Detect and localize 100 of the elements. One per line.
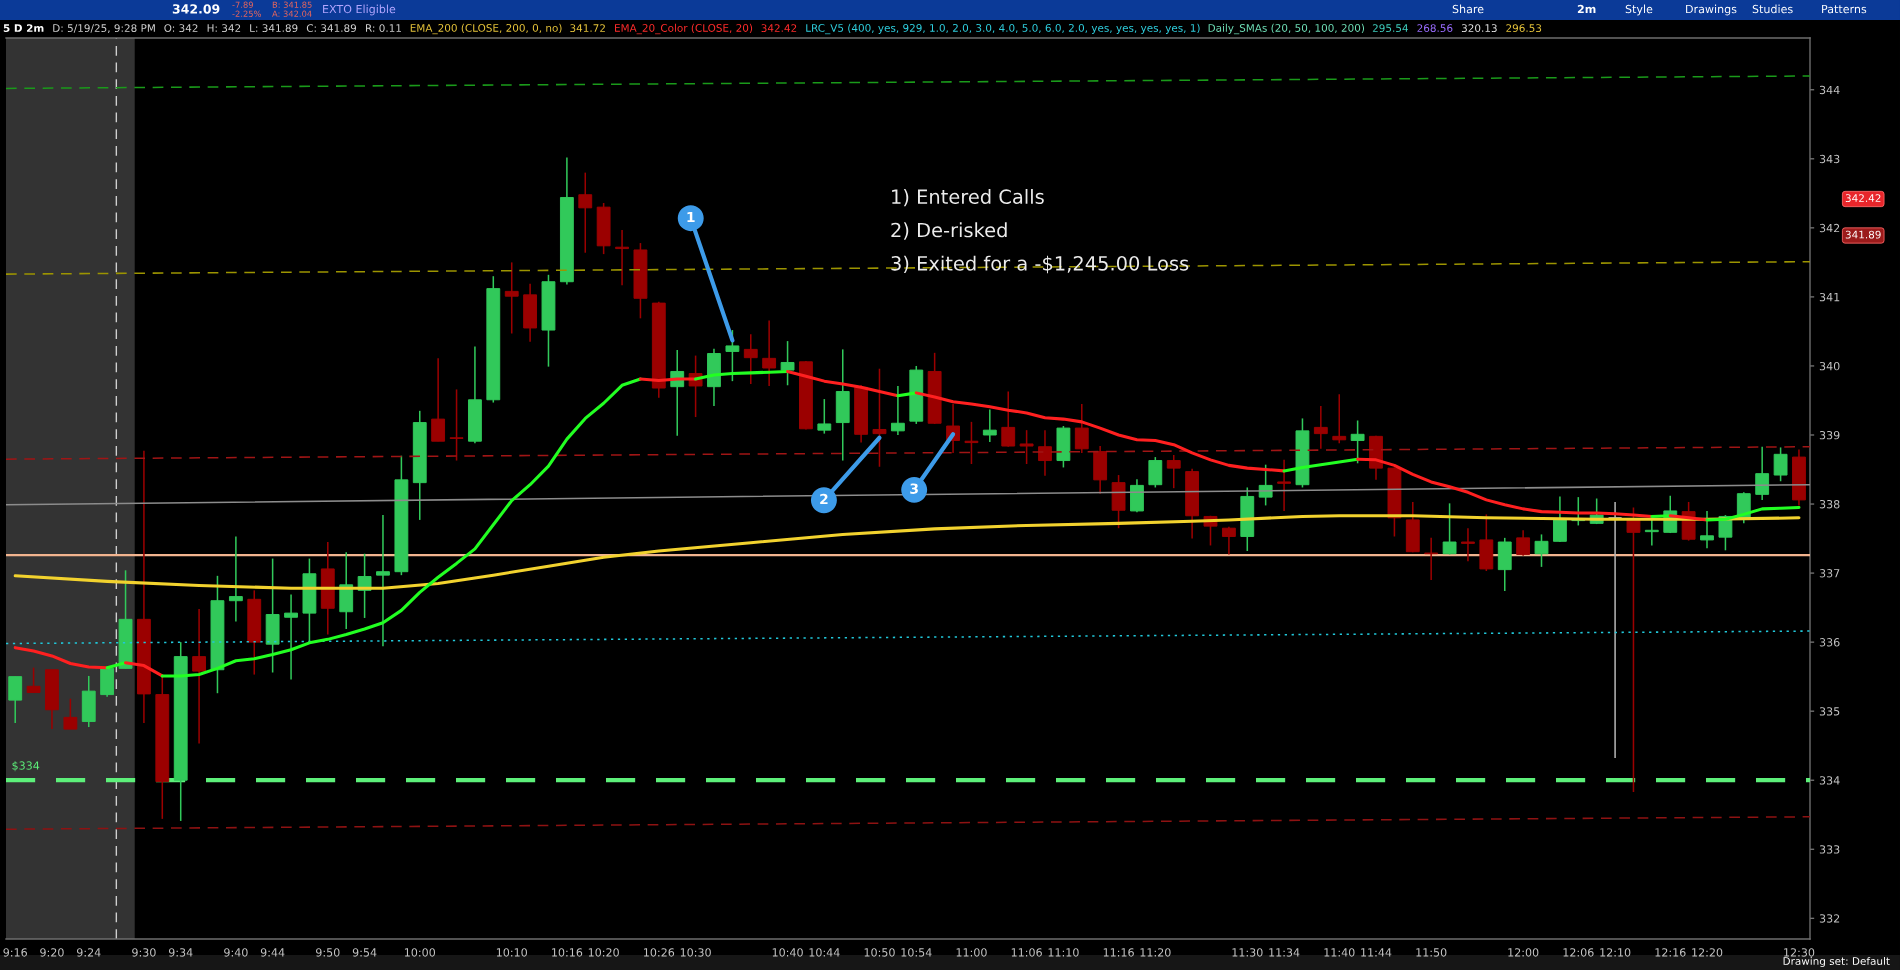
- text: 342.09: [172, 4, 220, 14]
- candlestick: [376, 514, 390, 648]
- x-tick-label: 9:30: [132, 948, 156, 957]
- candlestick: [431, 357, 446, 442]
- text: C: 341.89: [306, 24, 357, 33]
- candlestick: [1001, 390, 1016, 448]
- x-tick-label: 9:54: [352, 948, 377, 957]
- x-tick-label: 11:40: [1324, 948, 1355, 957]
- text: -2.25%: [232, 10, 262, 17]
- candlestick: [1277, 459, 1291, 512]
- x-tick-label: 9:40: [224, 948, 248, 957]
- candlestick: [1350, 419, 1365, 465]
- text: LRC_V5 (400, yes, 929, 1.0, 2.0, 3.0, 4.0, 5.0, 6.0, 2.0, yes, yes, yes, yes, 1): [806, 23, 1200, 35]
- candlestick: [762, 319, 777, 387]
- candlestick: [725, 329, 740, 382]
- line-series: [13, 514, 1801, 590]
- x-tick-label: 11:34: [1269, 948, 1300, 957]
- x-tick-label: 10:54: [901, 948, 932, 957]
- candlestick: [982, 408, 997, 443]
- x-tick-label: 9:16: [3, 948, 27, 957]
- text: R: 0.11: [366, 24, 401, 33]
- text: EMA_200 (CLOSE, 200, 0, no): [410, 23, 562, 35]
- x-tick-label: 12:10: [1600, 948, 1631, 957]
- candlestick: [1258, 463, 1273, 507]
- candlestick: [780, 340, 795, 387]
- candlestick: [228, 535, 243, 623]
- candlestick: [578, 171, 593, 254]
- x-tick-label: 12:20: [1692, 948, 1723, 957]
- x-tick-label: 9:34: [168, 948, 193, 957]
- text: 296.53: [1506, 24, 1542, 33]
- x-tick-label: 10:30: [680, 948, 711, 957]
- candlestick: [1461, 527, 1475, 563]
- candlestick: [964, 421, 979, 465]
- text: Drawing set: Default: [1783, 956, 1890, 968]
- x-tick-label: 11:44: [1361, 948, 1392, 957]
- candlestick: [26, 666, 41, 694]
- annotation: 3) Exited for a -$1,245.00 Loss: [891, 255, 1189, 274]
- candlestick: [1332, 393, 1347, 445]
- x-tick-label: 12:16: [1655, 948, 1686, 957]
- text: Drawings: [1686, 4, 1737, 16]
- candlestick: [1700, 510, 1714, 549]
- candlestick: [872, 367, 887, 468]
- text: Studies: [1752, 4, 1793, 14]
- text: -7.89: [232, 1, 253, 8]
- x-tick-label: 11:16: [1103, 948, 1134, 957]
- text: 341.72: [570, 24, 605, 33]
- candlestick: [1424, 537, 1439, 581]
- candlestick: [1038, 429, 1052, 477]
- line-series: [1282, 457, 1360, 473]
- x-tick-label: 11:10: [1048, 948, 1079, 957]
- candlestick: [1221, 526, 1236, 556]
- y-tick-label: 343: [1819, 154, 1840, 164]
- candlestick: [1442, 502, 1457, 556]
- candlestick: [1626, 506, 1641, 793]
- x-tick-label: 12:30: [1784, 948, 1815, 957]
- x-tick-label: 12:00: [1508, 948, 1539, 957]
- x-tick-label: 9:44: [260, 948, 285, 957]
- annotation: 1: [687, 211, 695, 223]
- candlestick: [504, 261, 519, 335]
- x-tick-label: 10:26: [644, 948, 675, 957]
- candlestick: [1534, 533, 1549, 568]
- candlestick: [1166, 454, 1181, 489]
- x-tick-label: 10:20: [588, 948, 619, 957]
- y-tick-label: 332: [1819, 914, 1840, 923]
- text: Patterns: [1822, 4, 1867, 14]
- x-tick-label: 11:00: [956, 948, 987, 957]
- annotation: 1) Entered Calls: [892, 188, 1044, 207]
- text: Daily_SMAs (20, 50, 100, 200): [1208, 23, 1365, 35]
- text: O: 342: [164, 24, 198, 33]
- text: 2m: [1577, 4, 1596, 14]
- candlestick: [1773, 446, 1788, 483]
- annotation: 3: [910, 483, 918, 494]
- y-tick-label: 341: [1819, 292, 1840, 302]
- x-tick-label: 10:00: [404, 948, 436, 957]
- x-tick-label: 11:30: [1232, 948, 1263, 957]
- y-tick-label: 335: [1819, 707, 1840, 716]
- text: EXTO Eligible: [323, 4, 396, 16]
- candlestick: [63, 697, 78, 730]
- candlestick: [1074, 403, 1089, 454]
- candlestick: [284, 593, 298, 681]
- x-tick-label: 10:16: [552, 948, 583, 957]
- y-tick-label: 340: [1819, 361, 1840, 371]
- line-series: [13, 646, 109, 670]
- candlestick: [1516, 529, 1531, 557]
- y-tick-label: 337: [1819, 569, 1840, 578]
- text: 342.42: [761, 24, 797, 33]
- y-tick-label: 338: [1819, 500, 1840, 509]
- x-tick-label: 10:50: [864, 948, 895, 957]
- candlestick: [743, 333, 758, 385]
- y-tick-label: 344: [1819, 85, 1840, 95]
- text: 5 D 2m: [3, 24, 44, 33]
- annotation: 2: [820, 493, 828, 505]
- x-tick-label: 11:20: [1140, 948, 1171, 957]
- y-tick-label: 336: [1819, 638, 1840, 647]
- y-tick-label: 339: [1819, 430, 1840, 440]
- x-tick-label: 10:40: [772, 948, 803, 957]
- y-tick-label: 333: [1819, 845, 1840, 854]
- text: Share: [1452, 4, 1484, 14]
- text: D: 5/19/25, 9:28 PM: [53, 24, 155, 34]
- candlestick: [890, 385, 905, 436]
